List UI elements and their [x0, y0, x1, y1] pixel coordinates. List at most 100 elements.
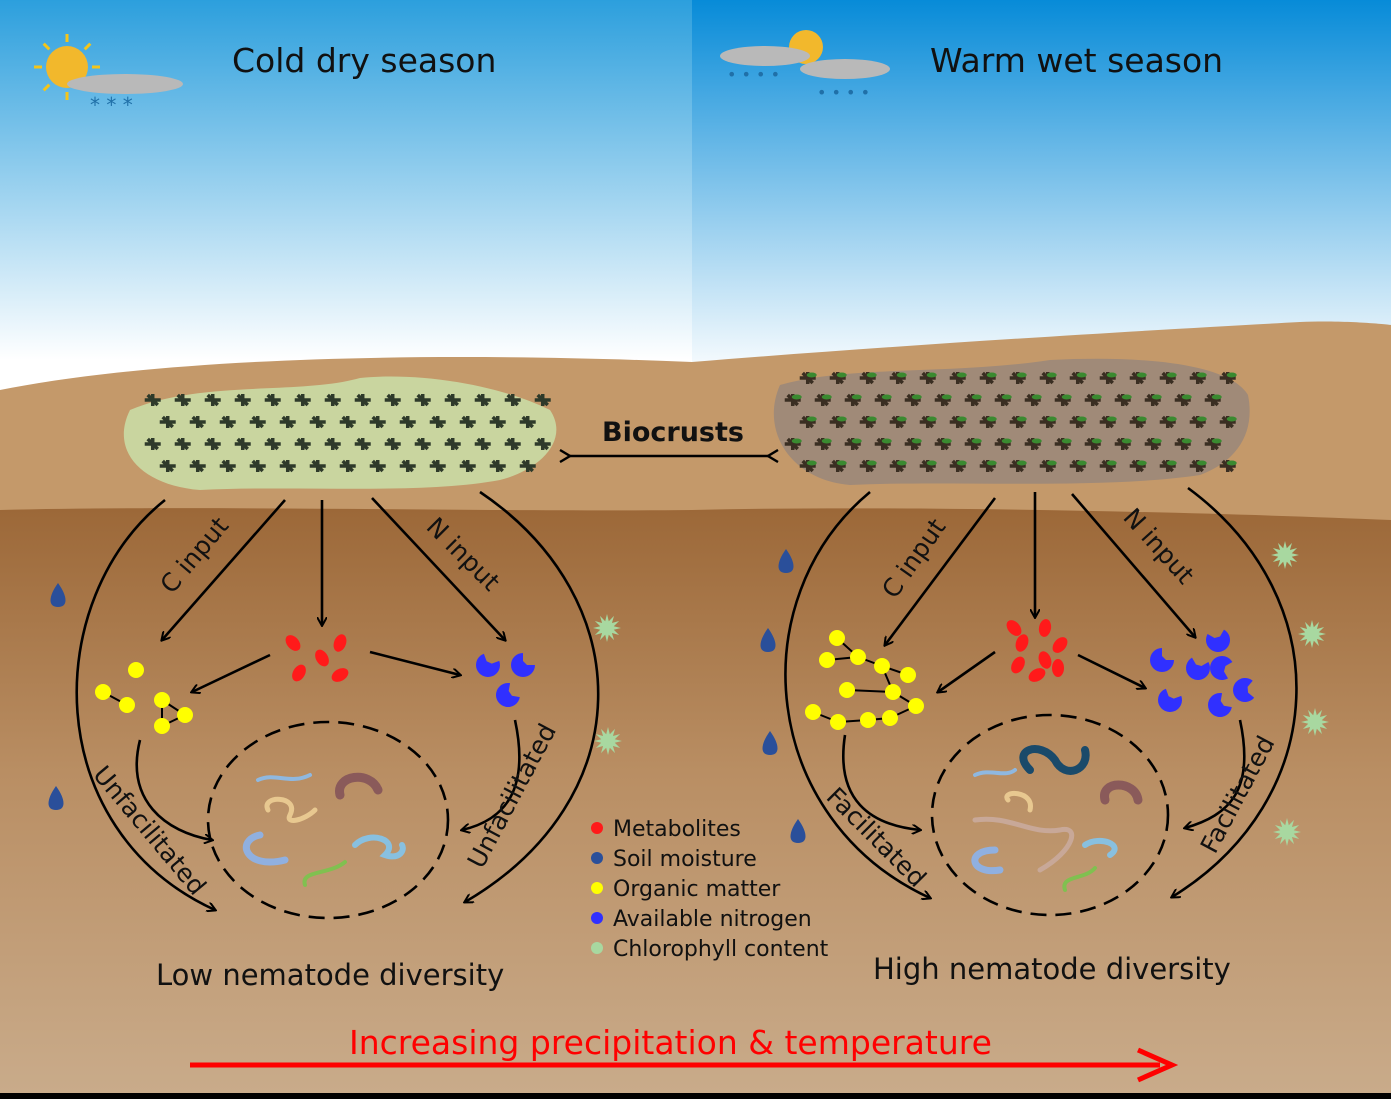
moss-leaf	[1211, 438, 1222, 444]
moss-shoot	[444, 437, 461, 451]
moss-shoot	[399, 459, 416, 473]
moss-leaf	[806, 372, 817, 378]
moss-leaf	[926, 372, 937, 378]
moss-leaf	[806, 416, 817, 422]
nitrogen-icon	[496, 683, 520, 707]
moss-shoot	[204, 393, 221, 407]
moss-plant	[1114, 437, 1132, 451]
moss-plant	[534, 437, 551, 451]
moss-leaf	[1061, 394, 1072, 400]
moss-plant	[889, 415, 907, 429]
metabolite-icon	[1011, 656, 1025, 674]
moss-plant	[1069, 415, 1087, 429]
moss-shoot	[264, 437, 281, 451]
droplet-icon	[48, 786, 64, 810]
moss-leaf	[956, 372, 967, 378]
moss-plant	[1129, 415, 1147, 429]
moss-plant	[949, 371, 967, 385]
moss-plant	[964, 437, 982, 451]
nitrogen-icon	[1233, 678, 1255, 702]
moss-plant	[234, 393, 251, 407]
moss-shoot	[369, 459, 386, 473]
svg-text:• • • •: • • • •	[817, 83, 870, 102]
droplet-icon	[760, 628, 776, 652]
moss-plant	[1144, 437, 1162, 451]
moss-leaf	[1076, 372, 1087, 378]
moss-plant	[1039, 459, 1057, 473]
legend-item: Soil moisture	[591, 847, 757, 872]
moss-plant	[309, 459, 326, 473]
moss-plant	[474, 393, 491, 407]
nitrogen-icon	[1150, 648, 1174, 672]
moss-leaf	[986, 416, 997, 422]
moss-plant	[459, 415, 476, 429]
legend-item: Available nitrogen	[591, 907, 812, 932]
moss-leaf	[1226, 416, 1237, 422]
moss-plant	[799, 459, 817, 473]
moss-shoot	[414, 437, 431, 451]
moss-plant	[429, 459, 446, 473]
moss-plant	[964, 393, 982, 407]
moss-plant	[889, 371, 907, 385]
moss-plant	[174, 393, 191, 407]
moss-shoot	[399, 415, 416, 429]
moss-plant	[994, 393, 1012, 407]
moss-plant	[429, 415, 446, 429]
legend-label: Chlorophyll content	[613, 937, 829, 962]
moss-leaf	[1136, 372, 1147, 378]
moss-plant	[814, 437, 832, 451]
moss-shoot	[489, 459, 506, 473]
moss-plant	[159, 459, 176, 473]
moss-plant	[1129, 371, 1147, 385]
moss-shoot	[189, 459, 206, 473]
nitrogen-icon	[511, 653, 535, 677]
chlorophyll-icon	[1298, 620, 1326, 648]
moss-leaf	[806, 460, 817, 466]
moss-plant	[1039, 371, 1057, 385]
moss-leaf	[1091, 394, 1102, 400]
moss-plant	[504, 393, 521, 407]
organic-matter-icon	[882, 710, 898, 726]
organic-matter-icon	[177, 707, 193, 723]
moss-shoot	[249, 459, 266, 473]
moss-plant	[799, 371, 817, 385]
moss-leaf	[986, 460, 997, 466]
droplet-icon	[778, 549, 794, 573]
organic-matter-icon	[591, 882, 603, 894]
metabolite-icon	[1052, 637, 1068, 653]
moss-leaf	[971, 394, 982, 400]
moss-plant	[859, 459, 877, 473]
moss-plant	[784, 393, 802, 407]
legend-item: Chlorophyll content	[591, 937, 829, 962]
moss-shoot	[429, 415, 446, 429]
moss-shoot	[534, 393, 551, 407]
sun-rain-cloud-icon: • • • • • • • •	[720, 30, 890, 102]
moss-plant	[829, 415, 847, 429]
legend-label: Organic matter	[613, 877, 781, 902]
legend-item: Organic matter	[591, 877, 781, 902]
sun-ray	[42, 83, 51, 92]
gradient-arrow	[190, 1047, 1179, 1083]
chlorophyll-icon	[594, 727, 622, 755]
moss-leaf	[956, 460, 967, 466]
moss-plant	[354, 393, 371, 407]
moss-shoot	[519, 459, 536, 473]
moss-leaf	[881, 394, 892, 400]
moss-plant	[354, 437, 371, 451]
moss-shoot	[474, 437, 491, 451]
moss-leaf	[1031, 438, 1042, 444]
droplet-icon	[790, 819, 806, 843]
moss-shoot	[279, 459, 296, 473]
moss-plant	[1054, 437, 1072, 451]
moss-plant	[144, 393, 161, 407]
moss-leaf	[1076, 416, 1087, 422]
moss-plant	[919, 371, 937, 385]
moss-leaf	[1046, 460, 1057, 466]
moss-plant	[519, 459, 536, 473]
moss-plant	[219, 415, 236, 429]
moss-shoot	[384, 393, 401, 407]
moss-shoot	[294, 437, 311, 451]
nitrogen-icon	[591, 912, 603, 924]
organic-matter-icon	[154, 692, 170, 708]
